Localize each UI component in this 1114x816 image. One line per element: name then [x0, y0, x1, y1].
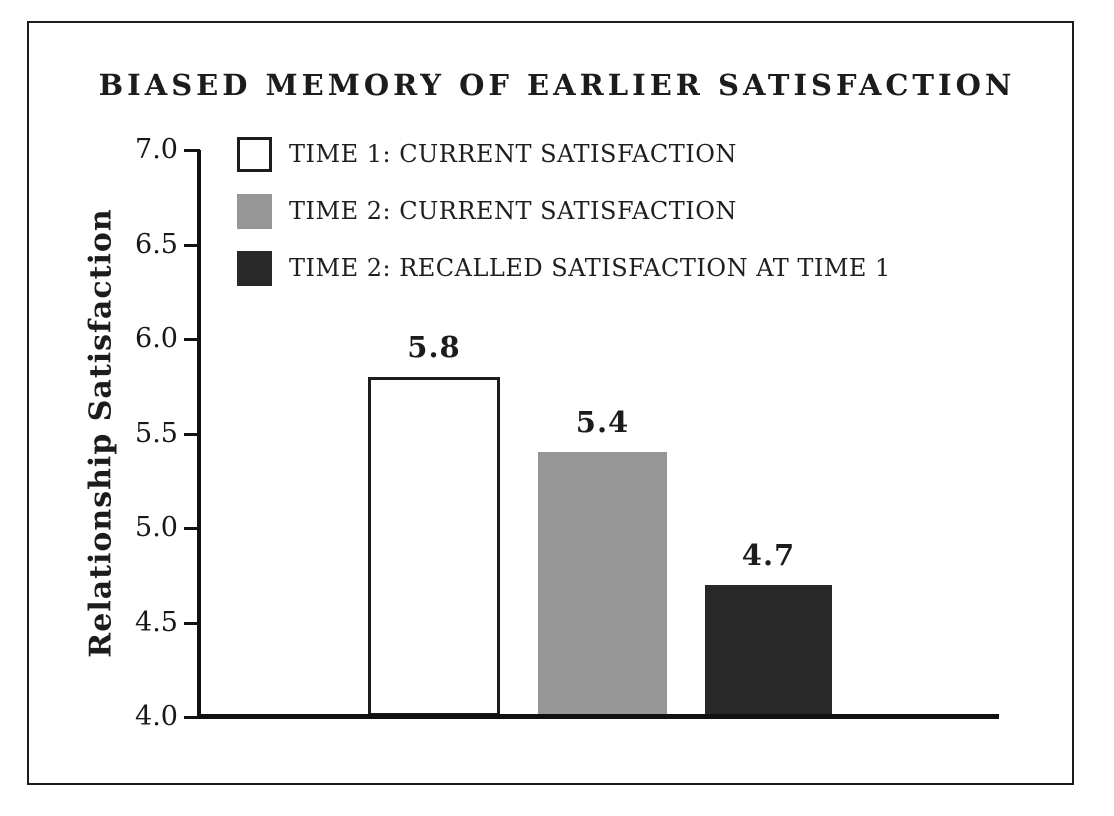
x-axis-line: [197, 714, 999, 719]
y-tick-label: 5.5: [135, 417, 178, 449]
y-tick-label: 4.0: [135, 701, 178, 732]
legend-swatch: [237, 194, 272, 229]
y-tick-label: 4.5: [135, 606, 178, 638]
bar-value-label: 5.4: [575, 405, 630, 440]
y-tick-mark: [184, 432, 200, 436]
y-tick-mark: [184, 716, 200, 719]
y-tick-mark: [184, 243, 200, 247]
legend-item-label: TIME 2: CURRENT SATISFACTION: [289, 197, 737, 225]
bar-series-1: [368, 376, 500, 716]
bar-series-3: [705, 584, 832, 716]
legend-item-label: TIME 2: RECALLED SATISFACTION AT TIME 1: [289, 254, 891, 282]
y-tick-mark: [184, 338, 200, 341]
legend-swatch: [237, 137, 272, 172]
chart-title: BIASED MEMORY OF EARLIER SATISFACTION: [98, 68, 1016, 102]
legend-swatch: [237, 251, 272, 286]
y-tick-label: 7.0: [135, 134, 178, 165]
bar-value-label: 5.8: [407, 329, 461, 364]
y-tick-mark: [184, 149, 200, 152]
bar-series-2: [538, 452, 667, 716]
y-tick-label: 6.0: [135, 323, 178, 354]
y-tick-label: 5.0: [135, 512, 178, 543]
bar-value-label: 4.7: [741, 537, 796, 572]
y-tick-mark: [184, 527, 200, 530]
y-tick-label: 6.5: [135, 228, 178, 260]
y-tick-mark: [184, 621, 200, 625]
legend-item-label: TIME 1: CURRENT SATISFACTION: [289, 140, 737, 168]
